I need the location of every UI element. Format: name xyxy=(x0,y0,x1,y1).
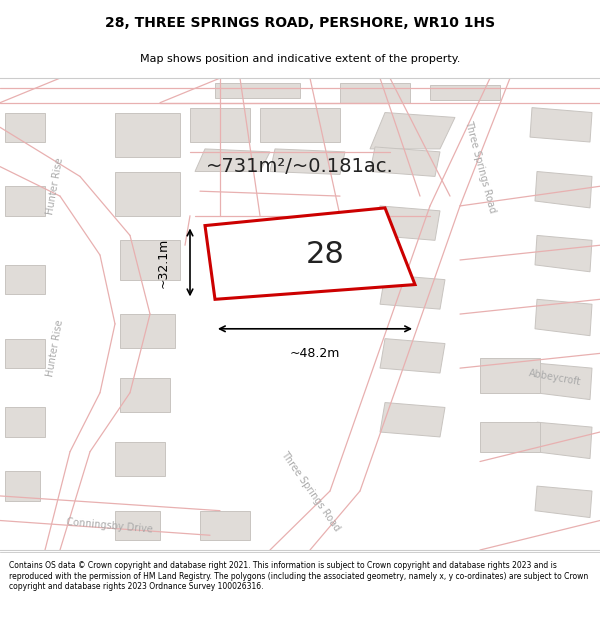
Text: Abbeycroft: Abbeycroft xyxy=(528,368,582,388)
Polygon shape xyxy=(115,112,180,157)
Polygon shape xyxy=(215,83,300,98)
Polygon shape xyxy=(5,408,45,437)
Text: Three Springs Road: Three Springs Road xyxy=(463,119,497,214)
Polygon shape xyxy=(270,149,345,174)
Polygon shape xyxy=(380,275,445,309)
Text: 28, THREE SPRINGS ROAD, PERSHORE, WR10 1HS: 28, THREE SPRINGS ROAD, PERSHORE, WR10 1… xyxy=(105,16,495,31)
Text: Map shows position and indicative extent of the property.: Map shows position and indicative extent… xyxy=(140,54,460,64)
Polygon shape xyxy=(535,299,592,336)
Polygon shape xyxy=(190,107,250,142)
Polygon shape xyxy=(370,147,440,176)
Text: ~32.1m: ~32.1m xyxy=(157,238,170,288)
Polygon shape xyxy=(200,511,250,540)
Polygon shape xyxy=(535,486,592,518)
Polygon shape xyxy=(205,208,415,299)
Polygon shape xyxy=(370,112,455,149)
Text: Hunter Rise: Hunter Rise xyxy=(45,319,65,378)
Polygon shape xyxy=(5,339,45,368)
Polygon shape xyxy=(535,236,592,272)
Text: ~731m²/~0.181ac.: ~731m²/~0.181ac. xyxy=(206,157,394,176)
Polygon shape xyxy=(430,85,500,100)
Text: 28: 28 xyxy=(305,240,344,269)
Polygon shape xyxy=(5,265,45,294)
Text: ~48.2m: ~48.2m xyxy=(290,346,340,359)
Polygon shape xyxy=(5,112,45,142)
Polygon shape xyxy=(535,171,592,208)
Polygon shape xyxy=(535,363,592,399)
Polygon shape xyxy=(120,314,175,349)
Polygon shape xyxy=(530,107,592,142)
Text: Hunter Rise: Hunter Rise xyxy=(45,157,65,216)
Polygon shape xyxy=(195,149,270,171)
Polygon shape xyxy=(120,378,170,412)
Polygon shape xyxy=(535,422,592,459)
Polygon shape xyxy=(115,511,160,540)
Polygon shape xyxy=(260,107,340,142)
Polygon shape xyxy=(115,442,165,476)
Polygon shape xyxy=(120,241,180,279)
Text: Three Springs Road: Three Springs Road xyxy=(278,449,341,533)
Polygon shape xyxy=(380,339,445,373)
Polygon shape xyxy=(5,471,40,501)
Polygon shape xyxy=(480,422,540,452)
Polygon shape xyxy=(480,358,540,392)
Polygon shape xyxy=(340,83,410,102)
Polygon shape xyxy=(115,171,180,216)
Polygon shape xyxy=(5,186,45,216)
Polygon shape xyxy=(375,206,440,241)
Polygon shape xyxy=(380,402,445,437)
Text: Contains OS data © Crown copyright and database right 2021. This information is : Contains OS data © Crown copyright and d… xyxy=(9,561,588,591)
Text: Conningsby Drive: Conningsby Drive xyxy=(67,517,154,534)
